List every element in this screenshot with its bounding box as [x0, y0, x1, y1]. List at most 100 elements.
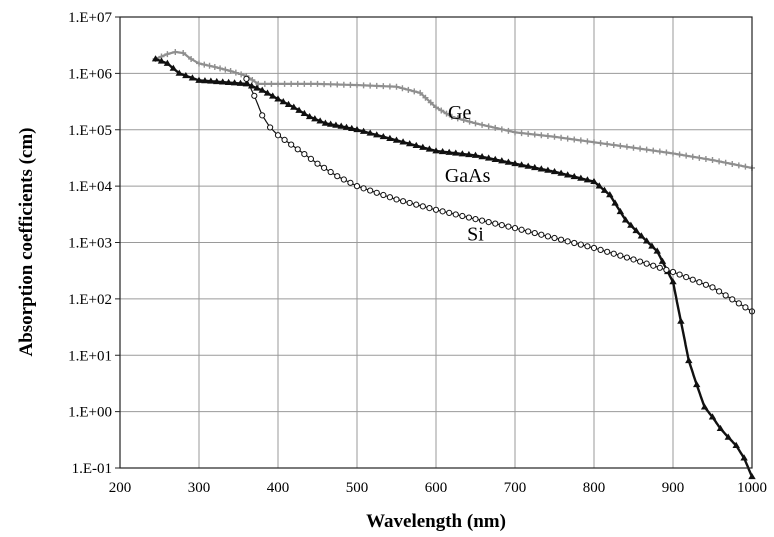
- series-label-si: Si: [467, 223, 484, 245]
- data-point: [236, 79, 245, 86]
- data-point: [157, 57, 166, 64]
- data-point: [689, 276, 696, 283]
- data-point: [274, 95, 282, 102]
- y-tick-label: 1.E+05: [68, 123, 112, 139]
- data-point: [405, 140, 414, 147]
- data-point: [724, 433, 733, 440]
- data-point: [742, 304, 749, 311]
- data-point: [492, 124, 499, 131]
- data-point: [448, 113, 455, 120]
- data-point: [230, 79, 239, 86]
- data-point: [630, 256, 637, 263]
- y-tick-label: 1.E+04: [68, 179, 112, 195]
- x-tick-label: 800: [583, 480, 606, 496]
- data-point: [505, 127, 512, 134]
- data-point: [696, 279, 703, 286]
- data-point: [732, 441, 740, 448]
- data-point: [683, 152, 690, 159]
- data-point: [367, 82, 374, 89]
- x-axis-title: Wavelength (nm): [366, 511, 506, 532]
- data-point: [327, 81, 334, 88]
- data-point: [537, 165, 546, 172]
- data-point: [544, 133, 551, 140]
- data-point: [610, 141, 617, 148]
- data-point: [227, 68, 234, 75]
- data-point: [525, 130, 532, 137]
- series-gaas: [151, 55, 756, 480]
- data-point: [340, 176, 347, 183]
- series-ge: [152, 48, 755, 171]
- data-point: [669, 278, 677, 285]
- data-point: [213, 77, 221, 85]
- data-point: [611, 199, 619, 206]
- data-point: [196, 60, 202, 67]
- data-point: [412, 141, 420, 149]
- data-point: [604, 141, 611, 148]
- data-point: [337, 122, 345, 129]
- data-point: [432, 147, 440, 154]
- x-tick-label: 400: [267, 480, 290, 496]
- data-point: [722, 159, 729, 166]
- data-point: [300, 109, 309, 117]
- data-point: [399, 138, 407, 145]
- data-point: [340, 81, 347, 88]
- data-point: [182, 71, 190, 79]
- data-point: [648, 242, 656, 249]
- data-point: [563, 171, 572, 178]
- data-point: [207, 77, 215, 84]
- data-point: [422, 94, 429, 101]
- data-point: [321, 119, 330, 126]
- data-point: [269, 92, 277, 99]
- data-point: [438, 107, 445, 114]
- data-point: [347, 81, 354, 88]
- data-point: [301, 80, 308, 87]
- data-point: [465, 214, 473, 221]
- data-point: [577, 174, 585, 181]
- data-point: [708, 413, 717, 420]
- data-point: [538, 132, 545, 139]
- data-point: [217, 65, 224, 72]
- data-point: [251, 92, 258, 99]
- data-point: [454, 115, 461, 122]
- data-point: [311, 115, 319, 122]
- data-point: [479, 121, 486, 128]
- x-tick-label: 900: [662, 480, 685, 496]
- data-point: [478, 153, 486, 160]
- data-point: [354, 82, 360, 89]
- grid-layer: [115, 16, 753, 469]
- data-point: [472, 120, 479, 127]
- y-tick-label: 1.E+01: [68, 348, 112, 364]
- data-point: [597, 246, 604, 253]
- data-point: [590, 177, 598, 185]
- data-point: [175, 69, 183, 76]
- data-point: [353, 125, 361, 133]
- data-point: [433, 104, 439, 111]
- data-point: [498, 157, 506, 164]
- data-point: [405, 86, 412, 93]
- data-point: [696, 154, 703, 161]
- x-tick-label: 200: [109, 480, 132, 496]
- data-point: [716, 424, 725, 431]
- data-point: [627, 221, 635, 228]
- data-point: [438, 147, 447, 155]
- y-tick-label: 1.E+03: [68, 236, 112, 252]
- data-point: [617, 142, 624, 149]
- data-point: [729, 296, 736, 303]
- data-point: [347, 179, 354, 186]
- x-tick-label: 600: [425, 480, 448, 496]
- data-point: [232, 69, 239, 76]
- data-point: [275, 80, 281, 87]
- data-point: [445, 148, 453, 155]
- data-point: [702, 281, 710, 288]
- data-point: [637, 232, 646, 239]
- data-point: [307, 80, 314, 87]
- data-point: [650, 262, 657, 269]
- data-point: [274, 132, 282, 139]
- data-point: [169, 64, 178, 71]
- data-point: [295, 106, 303, 113]
- data-point: [621, 216, 630, 223]
- data-point: [360, 185, 367, 192]
- data-point: [632, 226, 640, 234]
- data-point: [604, 248, 611, 255]
